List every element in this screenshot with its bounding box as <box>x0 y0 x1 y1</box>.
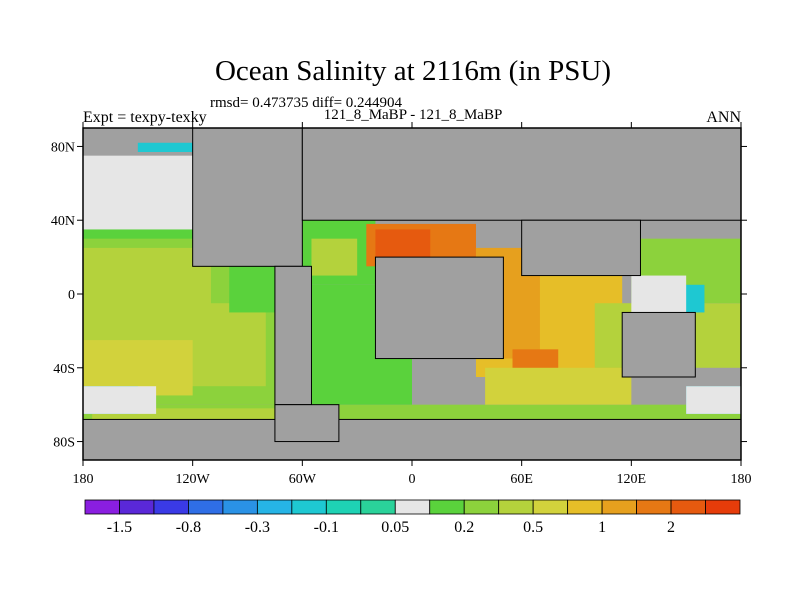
y-tick-label: 0 <box>68 288 75 303</box>
colorbar-swatch <box>256 499 293 515</box>
colorbar-swatch <box>429 499 465 515</box>
colorbar-label: -0.1 <box>314 519 339 536</box>
land-south-america-patagonia <box>274 404 340 443</box>
map-plot <box>82 127 742 461</box>
colorbar-swatch <box>153 499 189 515</box>
field-mediterranean-core <box>375 229 431 258</box>
colorbar: -1.5 -0.8 -0.3 -0.1 0.05 0.2 0.5 1 2 <box>84 499 741 536</box>
y-tick-label: 80N <box>51 140 75 155</box>
experiment-label: 121_8_MaBP - 121_8_MaBP <box>324 107 503 123</box>
land-south-america <box>274 265 312 406</box>
colorbar-swatch <box>670 499 706 515</box>
colorbar-swatch <box>705 499 741 515</box>
land-north-america <box>192 127 303 267</box>
expt-label: Expt = texpy-texky <box>83 109 207 126</box>
field-indian-ocean-south <box>485 367 632 405</box>
colorbar-swatch <box>222 499 258 515</box>
colorbar-swatch <box>188 499 224 515</box>
x-axis: 180 120W 60W 0 60E 120E 180 <box>73 122 752 487</box>
chart-title: Ocean Salinity at 2116m (in PSU) <box>215 55 611 87</box>
land-india-asia <box>521 219 641 277</box>
y-axis: 80N 40N 0 40S 80S <box>51 140 747 451</box>
x-tick-label: 60W <box>289 472 317 487</box>
colorbar-swatch <box>325 499 362 515</box>
colorbar-swatch <box>291 499 327 515</box>
y-tick-label: 80S <box>53 436 75 451</box>
colorbar-label: 0.05 <box>381 519 409 536</box>
x-tick-label: 180 <box>731 472 752 487</box>
x-tick-label: 120W <box>176 472 211 487</box>
x-tick-label: 120E <box>617 472 647 487</box>
y-tick-label: 40N <box>51 214 75 229</box>
x-tick-label: 0 <box>409 472 416 487</box>
colorbar-label: 0.5 <box>523 519 543 536</box>
land-greenland-europe-asia <box>301 127 742 221</box>
colorbar-swatch <box>84 499 120 515</box>
colorbar-swatch <box>360 499 396 515</box>
colorbar-label: -0.3 <box>245 519 270 536</box>
missing-sw-missing-swirl <box>83 386 157 414</box>
colorbar-label: 1 <box>598 519 606 536</box>
land-antarctica <box>82 418 742 461</box>
x-tick-label: 60E <box>510 472 533 487</box>
x-tick-label: 180 <box>73 472 94 487</box>
land-australia <box>621 311 696 378</box>
colorbar-swatch <box>463 499 500 515</box>
land-africa <box>374 256 504 360</box>
colorbar-swatch <box>394 499 431 515</box>
colorbar-label: -0.8 <box>176 519 201 536</box>
y-tick-label: 40S <box>53 362 75 377</box>
colorbar-swatch <box>601 499 637 515</box>
colorbar-swatch <box>532 499 569 515</box>
colorbar-swatch <box>119 499 155 515</box>
colorbar-swatch <box>636 499 672 515</box>
missing-nw-missing <box>83 155 193 230</box>
colorbar-label: 2 <box>667 519 675 536</box>
colorbar-swatch <box>567 499 603 515</box>
colorbar-label: -1.5 <box>107 519 132 536</box>
colorbar-label: 0.2 <box>454 519 474 536</box>
missing-se-missing-swirl <box>686 386 741 414</box>
field-atlantic-north-yellow <box>311 238 358 276</box>
season-label: ANN <box>706 109 741 126</box>
colorbar-swatch <box>498 499 534 515</box>
missing-w-pacific-swirl <box>631 275 687 313</box>
stats-label: rmsd= 0.473735 diff= 0.244904 <box>210 95 403 111</box>
